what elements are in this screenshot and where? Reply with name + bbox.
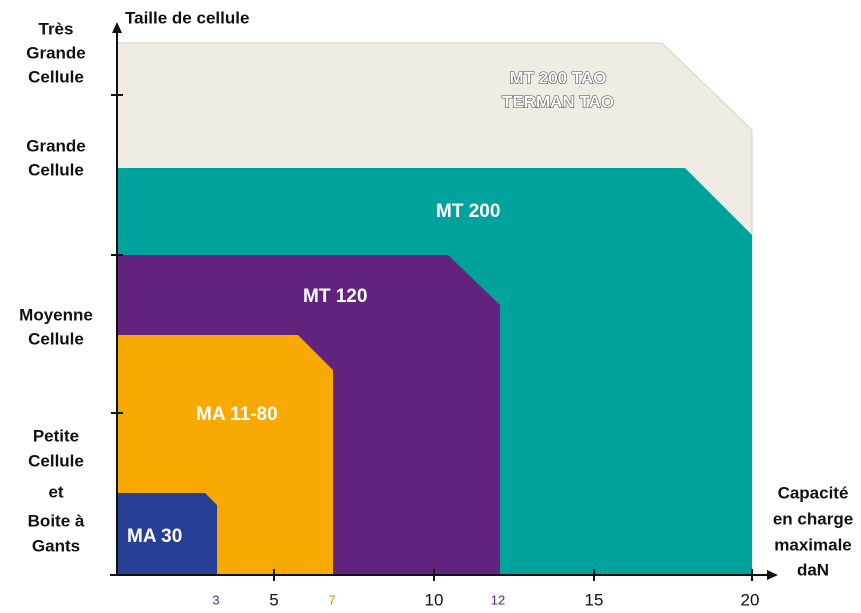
x-tick-label: 15 [585, 590, 604, 609]
y-label: Grande [26, 136, 86, 155]
region-label: MA 30 [127, 526, 182, 547]
region-label: TERMAN TAO [502, 92, 614, 111]
y-arrow [112, 22, 122, 33]
y-label: et [48, 482, 63, 501]
y-label: Cellule [28, 160, 84, 179]
region-label: MA 11-80 [196, 404, 278, 425]
x-axis-title: Capacité [778, 483, 849, 502]
y-label: Gants [32, 536, 80, 555]
y-label: Grande [26, 43, 86, 62]
y-axis-title: Taille de cellule [125, 8, 249, 27]
axes [110, 30, 770, 581]
x-axis-title: en charge [773, 509, 853, 528]
x-arrow [767, 570, 778, 580]
x-tick-label: 5 [269, 590, 278, 609]
y-label: Cellule [28, 451, 84, 470]
region-label: MT 200 TAO [510, 68, 607, 87]
y-label: Boite à [28, 511, 85, 530]
x-tick-label: 20 [741, 590, 760, 609]
y-label: Cellule [28, 329, 84, 348]
y-label: Petite [33, 426, 79, 445]
y-label: Très [39, 19, 74, 38]
x-tick-label: 12 [491, 592, 505, 607]
x-axis-title: daN [797, 560, 829, 579]
x-tick-label: 10 [425, 590, 444, 609]
y-label: Cellule [28, 67, 84, 86]
x-tick-label: 3 [212, 592, 219, 607]
x-tick-label: 7 [328, 592, 335, 607]
region-ma30 [117, 493, 217, 575]
y-label: Moyenne [19, 305, 93, 324]
region-label: MT 200 [436, 201, 500, 222]
region-label: MT 120 [303, 286, 367, 307]
x-axis-title: maximale [774, 535, 852, 554]
